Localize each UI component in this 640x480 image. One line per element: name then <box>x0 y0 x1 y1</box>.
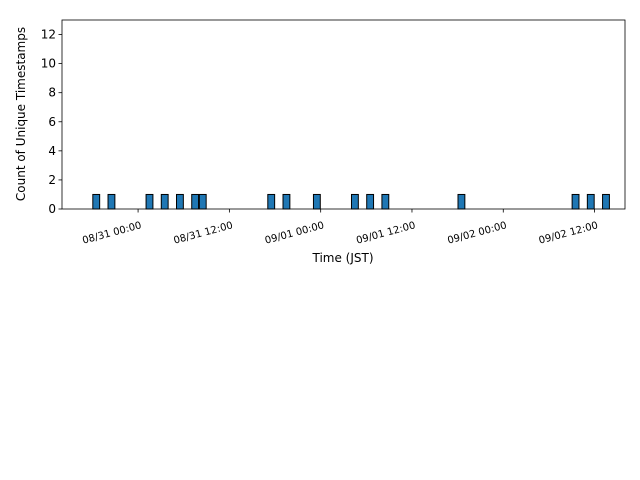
y-tick-label: 10 <box>41 57 56 71</box>
bar <box>198 193 207 210</box>
x-axis-label: Time (JST) <box>311 251 373 265</box>
bar <box>267 193 276 210</box>
y-axis-label: Count of Unique Timestamps <box>14 27 28 201</box>
bar <box>312 193 321 210</box>
bar <box>282 193 291 210</box>
bar <box>107 193 116 210</box>
bar <box>586 193 595 210</box>
axes-frame <box>61 19 626 210</box>
bar <box>92 193 101 210</box>
y-tick-label: 12 <box>41 28 56 42</box>
bar <box>457 193 466 210</box>
bar <box>160 193 169 210</box>
y-tick-label: 2 <box>48 173 56 187</box>
bar <box>191 193 200 210</box>
y-tick-label: 4 <box>48 144 56 158</box>
bar <box>571 193 580 210</box>
bar <box>381 193 390 210</box>
y-tick-label: 8 <box>48 86 56 100</box>
bar <box>176 193 184 210</box>
y-tick-label: 6 <box>48 115 56 129</box>
y-tick-label: 0 <box>48 202 56 216</box>
bar <box>602 193 610 210</box>
bar <box>350 193 359 210</box>
bar <box>366 193 375 210</box>
bar <box>145 193 154 210</box>
